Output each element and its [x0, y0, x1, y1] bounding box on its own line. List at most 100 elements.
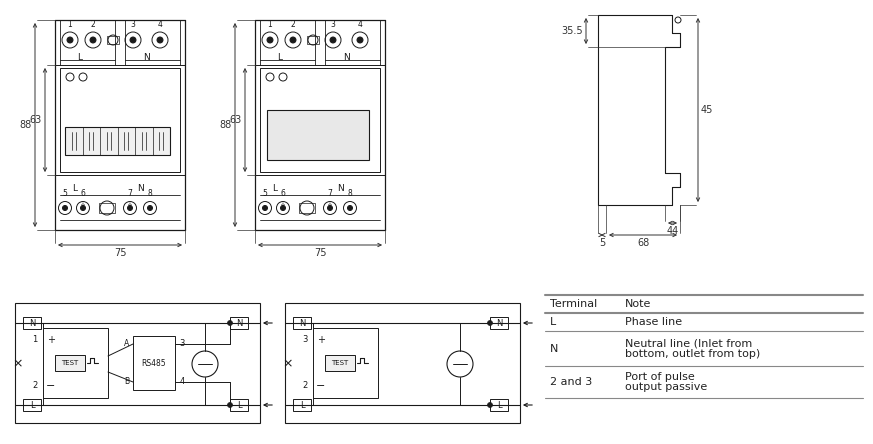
Text: N: N	[137, 183, 143, 193]
Circle shape	[228, 403, 232, 408]
Text: 3: 3	[302, 336, 307, 345]
Text: L: L	[30, 400, 34, 409]
Circle shape	[327, 206, 333, 210]
Text: N: N	[344, 52, 350, 62]
Bar	[285, 303, 520, 423]
Text: 7: 7	[127, 189, 133, 198]
Bar	[107, 36, 119, 44]
Circle shape	[228, 321, 232, 325]
Text: Note: Note	[625, 299, 651, 309]
Text: 6: 6	[280, 189, 285, 198]
Text: 5: 5	[599, 238, 605, 248]
Text: 5: 5	[263, 189, 267, 198]
Text: 63: 63	[230, 115, 242, 125]
Circle shape	[80, 206, 86, 210]
Text: 35.5: 35.5	[561, 26, 583, 36]
Text: 2: 2	[291, 20, 295, 29]
Text: N: N	[144, 52, 150, 62]
Text: 2: 2	[32, 381, 38, 391]
Text: N: N	[29, 318, 35, 328]
Text: ×: ×	[283, 357, 293, 370]
Bar	[60, 68, 180, 172]
Text: ×: ×	[13, 357, 24, 370]
Bar	[325, 355, 355, 371]
Circle shape	[90, 37, 96, 43]
Text: +: +	[47, 335, 55, 345]
Text: N: N	[550, 344, 559, 353]
Text: 2: 2	[302, 381, 307, 391]
Text: N: N	[496, 318, 502, 328]
Text: 4: 4	[179, 377, 184, 386]
Text: Port of pulse: Port of pulse	[625, 372, 695, 381]
Text: 68: 68	[637, 238, 650, 248]
Text: 5: 5	[63, 189, 67, 198]
Bar	[133, 336, 175, 390]
Circle shape	[357, 37, 363, 43]
Text: RS485: RS485	[141, 358, 167, 368]
Text: TEST: TEST	[332, 360, 348, 366]
Bar	[230, 399, 248, 411]
Text: 8: 8	[148, 189, 153, 198]
Bar	[490, 317, 508, 329]
Circle shape	[130, 37, 136, 43]
Bar	[23, 399, 41, 411]
Bar	[307, 36, 319, 44]
Text: 6: 6	[80, 189, 86, 198]
Text: 3: 3	[131, 20, 135, 29]
Bar	[99, 203, 115, 213]
Bar	[23, 317, 41, 329]
Text: L: L	[550, 317, 556, 327]
Text: N: N	[236, 318, 242, 328]
Circle shape	[263, 206, 267, 210]
Text: 4: 4	[157, 20, 162, 29]
Text: output passive: output passive	[625, 382, 707, 392]
Text: N: N	[337, 183, 343, 193]
Text: L: L	[272, 183, 278, 193]
Circle shape	[148, 206, 153, 210]
Text: 44: 44	[666, 226, 678, 236]
Circle shape	[347, 206, 353, 210]
Text: 8: 8	[347, 189, 353, 198]
Bar	[230, 317, 248, 329]
Text: L: L	[78, 52, 83, 62]
Text: 88: 88	[20, 120, 32, 130]
Text: +: +	[317, 335, 325, 345]
Text: 4: 4	[358, 20, 362, 29]
Bar	[43, 328, 108, 398]
Text: 88: 88	[220, 120, 232, 130]
Text: 3: 3	[179, 340, 185, 349]
Bar	[267, 110, 369, 160]
Bar	[260, 68, 380, 172]
Text: 63: 63	[30, 115, 42, 125]
Text: Neutral line (Inlet from: Neutral line (Inlet from	[625, 338, 753, 348]
Text: 1: 1	[32, 336, 38, 345]
Bar	[490, 399, 508, 411]
Text: Phase line: Phase line	[625, 317, 682, 327]
Text: bottom, outlet from top): bottom, outlet from top)	[625, 349, 760, 359]
Circle shape	[290, 37, 296, 43]
Text: 1: 1	[268, 20, 272, 29]
Text: 75: 75	[113, 248, 127, 258]
Bar	[293, 317, 311, 329]
Text: L: L	[237, 400, 241, 409]
Text: 1: 1	[67, 20, 72, 29]
Bar	[299, 203, 315, 213]
Text: A: A	[124, 340, 129, 349]
Text: L: L	[299, 400, 305, 409]
Text: TEST: TEST	[61, 360, 79, 366]
Circle shape	[63, 206, 67, 210]
Circle shape	[280, 206, 285, 210]
Circle shape	[487, 403, 492, 408]
Text: −: −	[46, 381, 56, 391]
Text: 75: 75	[313, 248, 327, 258]
Text: −: −	[316, 381, 326, 391]
Text: 2 and 3: 2 and 3	[550, 377, 592, 387]
Text: L: L	[497, 400, 501, 409]
Text: 7: 7	[327, 189, 333, 198]
Circle shape	[267, 37, 273, 43]
Bar	[313, 328, 378, 398]
Text: 45: 45	[701, 105, 713, 115]
Text: N: N	[299, 318, 306, 328]
Circle shape	[487, 321, 492, 325]
Bar	[65, 127, 170, 155]
